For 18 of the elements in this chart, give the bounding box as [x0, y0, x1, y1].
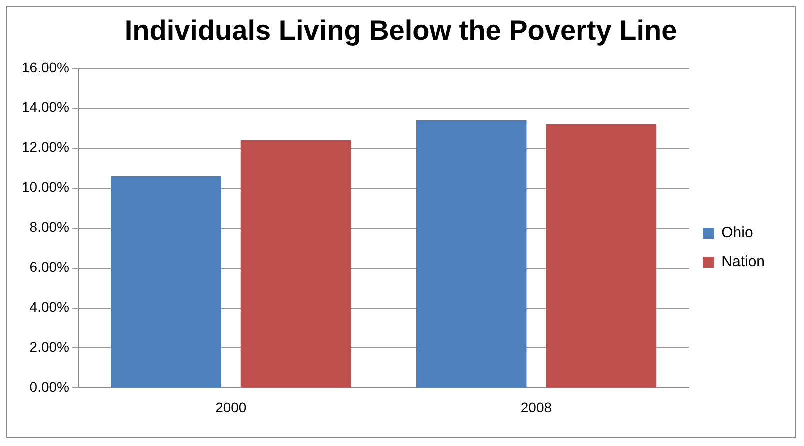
bar [111, 176, 222, 388]
x-tick-label: 2000 [216, 399, 247, 416]
legend-label: Nation [722, 254, 765, 271]
y-tick-label: 6.00% [30, 259, 70, 276]
y-tick-label: 12.00% [22, 139, 70, 156]
chart-title: Individuals Living Below the Poverty Line [124, 15, 678, 47]
y-tick-label: 10.00% [22, 179, 70, 196]
legend-label: Ohio [722, 224, 754, 242]
y-tick-label: 14.00% [22, 99, 70, 116]
bar [240, 140, 352, 388]
bar [416, 120, 527, 388]
x-tick-label: 2008 [520, 399, 552, 416]
y-tick-label: 8.00% [30, 219, 70, 236]
y-tick-label: 0.00% [30, 379, 70, 396]
y-tick-label: 4.00% [30, 299, 70, 316]
bar [546, 124, 657, 388]
y-tick-label: 2.00% [30, 339, 70, 356]
y-tick-label: 16.00% [22, 59, 70, 76]
